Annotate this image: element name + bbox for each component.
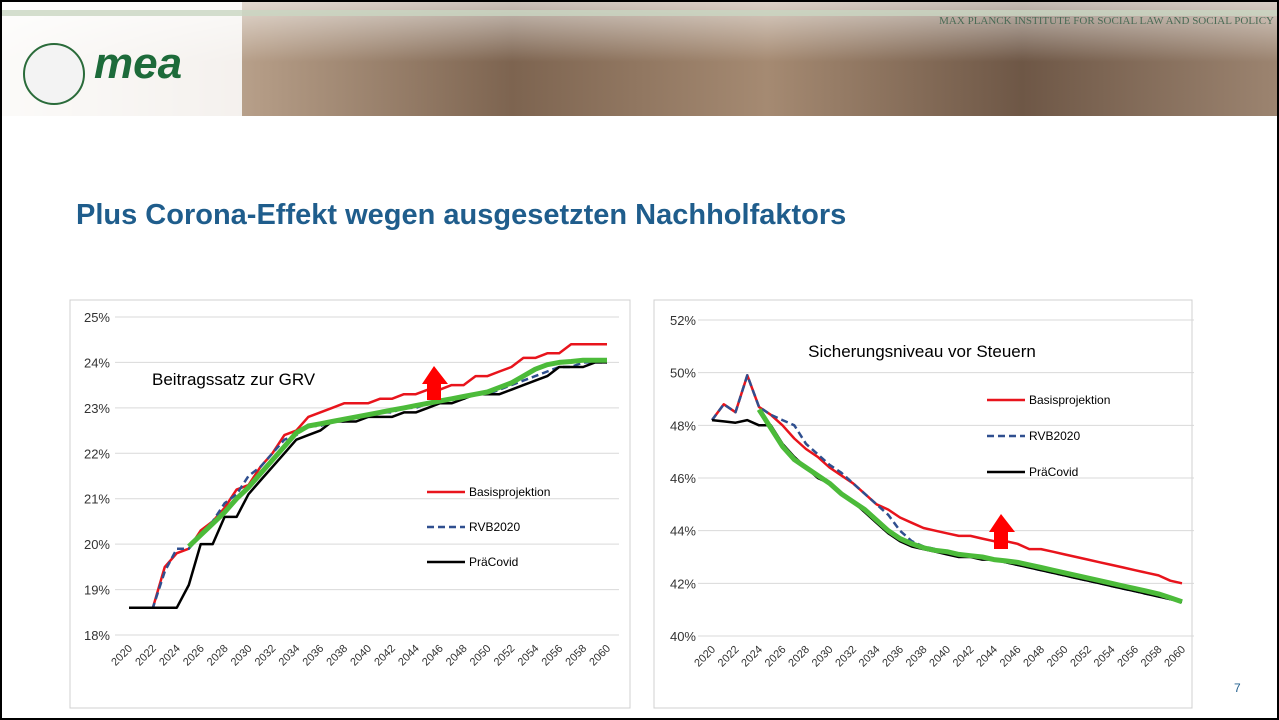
legend-label: Basisprojektion <box>469 485 550 499</box>
chart-title: Sicherungsniveau vor Steuern <box>808 342 1036 361</box>
legend-label: PräCovid <box>469 555 518 569</box>
slide-title: Plus Corona-Effekt wegen ausgesetzten Na… <box>76 199 846 231</box>
legend-label: RVB2020 <box>469 520 520 534</box>
y-tick-label: 23% <box>84 401 110 416</box>
y-tick-label: 50% <box>670 366 696 381</box>
y-tick-label: 42% <box>670 576 696 591</box>
series-line <box>187 357 607 549</box>
up-arrow <box>989 514 1015 549</box>
header-stripe <box>2 10 1277 16</box>
page-number: 7 <box>1234 681 1241 695</box>
y-tick-label: 52% <box>670 313 696 328</box>
chart-title: Beitragssatz zur GRV <box>152 370 316 389</box>
y-tick-label: 48% <box>670 418 696 433</box>
y-tick-label: 40% <box>670 629 696 644</box>
series-line <box>756 408 1183 605</box>
minerva-logo <box>23 43 85 105</box>
logo-text: mea <box>94 39 182 88</box>
y-tick-label: 21% <box>84 492 110 507</box>
legend-label: RVB2020 <box>1029 429 1080 443</box>
y-tick-label: 46% <box>670 471 696 486</box>
y-tick-label: 19% <box>84 583 110 598</box>
y-tick-label: 44% <box>670 524 696 539</box>
legend-label: Basisprojektion <box>1029 393 1110 407</box>
chart-frame <box>653 299 1193 709</box>
y-tick-label: 22% <box>84 446 110 461</box>
institute-name: MAX PLANCK INSTITUTE FOR SOCIAL LAW AND … <box>939 15 1274 27</box>
y-tick-label: 18% <box>84 628 110 643</box>
legend-label: PräCovid <box>1029 465 1078 479</box>
up-arrow <box>422 366 448 400</box>
y-tick-label: 24% <box>84 355 110 370</box>
y-tick-label: 20% <box>84 537 110 552</box>
series-line <box>710 374 1183 585</box>
y-tick-label: 25% <box>84 310 110 325</box>
